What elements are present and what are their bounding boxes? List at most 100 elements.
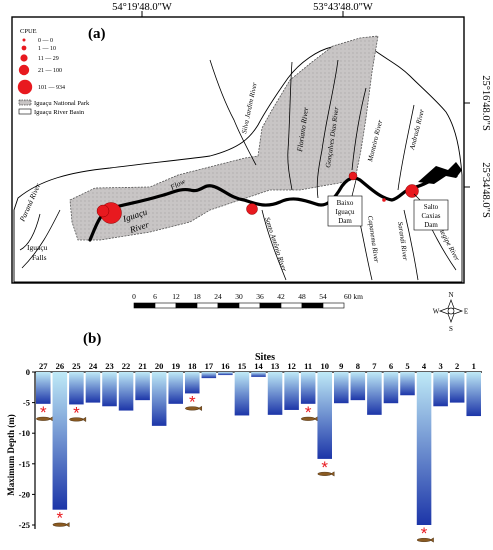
scale-tick-label: 42: [277, 292, 285, 301]
national-park: [69, 35, 379, 241]
bar-site-8: [350, 372, 366, 401]
star-marker: *: [321, 458, 328, 477]
bar-site-12: [284, 372, 299, 410]
legend-title: CPUE: [20, 28, 37, 35]
fish-icon: [300, 416, 318, 422]
bar-site-1: [466, 372, 481, 417]
bar-site-10: [317, 372, 332, 459]
scale-tick-label: 48: [298, 292, 306, 301]
coord-right-lower: 25°34'48.0"S: [480, 162, 491, 218]
star-marker: *: [57, 509, 64, 528]
star-marker: *: [73, 403, 80, 422]
compass-rose: N S E W: [433, 291, 468, 333]
scale-tick-label: 36: [256, 292, 264, 301]
scale-segment: [280, 302, 303, 309]
svg-text:Dam: Dam: [338, 217, 352, 225]
bar-site-3: [433, 372, 448, 407]
scale-tick-label: 54: [319, 292, 327, 301]
x-tick-label: 26: [56, 361, 65, 371]
bar-site-22: [118, 372, 134, 411]
x-tick-label: 27: [39, 361, 48, 371]
bar-site-14: [251, 372, 266, 377]
bar-site-6: [383, 372, 399, 404]
compass-n: N: [448, 291, 453, 299]
baixo-iguacu-dam-label: Baixo Iguaçu Dam: [327, 179, 363, 227]
svg-text:Baixo: Baixo: [337, 199, 354, 207]
fish-icon: [52, 522, 70, 528]
x-tick-label: 3: [438, 361, 442, 371]
bar-site-7: [367, 372, 382, 415]
bar-site-23: [102, 372, 117, 407]
scale-tick-label: 60 km: [344, 292, 363, 301]
x-tick-label: 9: [339, 361, 343, 371]
scale-tick-label: 12: [172, 292, 180, 301]
scale-segment: [322, 302, 345, 309]
x-tick-label: 13: [271, 361, 280, 371]
star-marker: *: [40, 403, 47, 422]
x-tick-label: 2: [455, 361, 459, 371]
x-tick-label: 8: [356, 361, 360, 371]
scale-tick-label: 24: [214, 292, 222, 301]
bar-site-27: [36, 372, 51, 404]
scale-tick-label: 6: [153, 292, 157, 301]
x-tick-label: 24: [89, 361, 98, 371]
x-tick-label: 22: [122, 361, 131, 371]
x-tick-label: 16: [221, 361, 230, 371]
bar-site-5: [400, 372, 415, 396]
coord-top-right: 53°43'48.0"W: [313, 2, 373, 13]
compass-w: W: [433, 308, 440, 316]
star-marker: *: [189, 392, 196, 411]
chart-title: Sites: [255, 352, 275, 363]
x-tick-label: 19: [171, 361, 180, 371]
coord-top-left: 54°19'48.0"W: [112, 2, 172, 13]
legend-class-1: 0 — 0: [38, 38, 53, 44]
bar-site-13: [267, 372, 283, 415]
label-iguacu-falls-2: Falls: [32, 253, 47, 262]
label-iguacu-falls-1: Iguaçu: [27, 243, 48, 252]
svg-text:Iguaçu: Iguaçu: [335, 208, 355, 216]
x-tick-label: 15: [238, 361, 247, 371]
tributaries: [19, 59, 457, 281]
legend-class-5: 101 — 934: [38, 85, 65, 91]
scale-segment: [259, 302, 282, 309]
x-tick-label: 5: [405, 361, 409, 371]
bar-site-21: [135, 372, 150, 401]
bar-site-11: [300, 372, 316, 404]
svg-text:Dam: Dam: [424, 221, 438, 229]
scale-tick-label: 30: [235, 292, 243, 301]
legend-class-3: 11 — 29: [38, 56, 59, 62]
x-tick-label: 4: [422, 361, 427, 371]
scale-bar: 0 6 12 18 24 30 36 42 48 54 60 km: [132, 292, 363, 309]
x-tick-label: 20: [155, 361, 164, 371]
bar-site-2: [449, 372, 465, 403]
panel-a-label: (a): [88, 26, 106, 42]
x-tick-label: 25: [72, 361, 81, 371]
scale-segment: [196, 302, 219, 309]
x-tick-label: 1: [472, 361, 476, 371]
y-tick-label: -20: [19, 489, 30, 499]
x-tick-label: 11: [304, 361, 312, 371]
svg-text:Salto: Salto: [424, 203, 439, 211]
bar-site-15: [234, 372, 250, 416]
map-legend: CPUE 0 — 0 1 — 10 11 — 29 21 — 100 101 —…: [17, 28, 90, 116]
bar-site-16: [218, 372, 233, 376]
y-axis-label: Maximum Depth (m): [6, 414, 16, 496]
bar-site-4: [416, 372, 432, 525]
scale-segment: [133, 302, 156, 309]
fish-icon: [317, 471, 335, 477]
bar-site-25: [69, 372, 84, 405]
x-tick-label: 7: [372, 361, 377, 371]
y-tick-label: -10: [19, 428, 30, 438]
panel-b-label: (b): [83, 331, 101, 347]
scale-segment: [238, 302, 261, 309]
compass-s: S: [449, 325, 453, 333]
bar-site-18: [185, 372, 200, 394]
bar-site-26: [52, 372, 68, 510]
star-marker: *: [421, 524, 428, 543]
bar-site-24: [85, 372, 101, 403]
salto-caxias-dam-label: Salto Caxias Dam: [413, 193, 449, 231]
x-tick-label: 21: [138, 361, 147, 371]
x-tick-label: 12: [287, 361, 296, 371]
